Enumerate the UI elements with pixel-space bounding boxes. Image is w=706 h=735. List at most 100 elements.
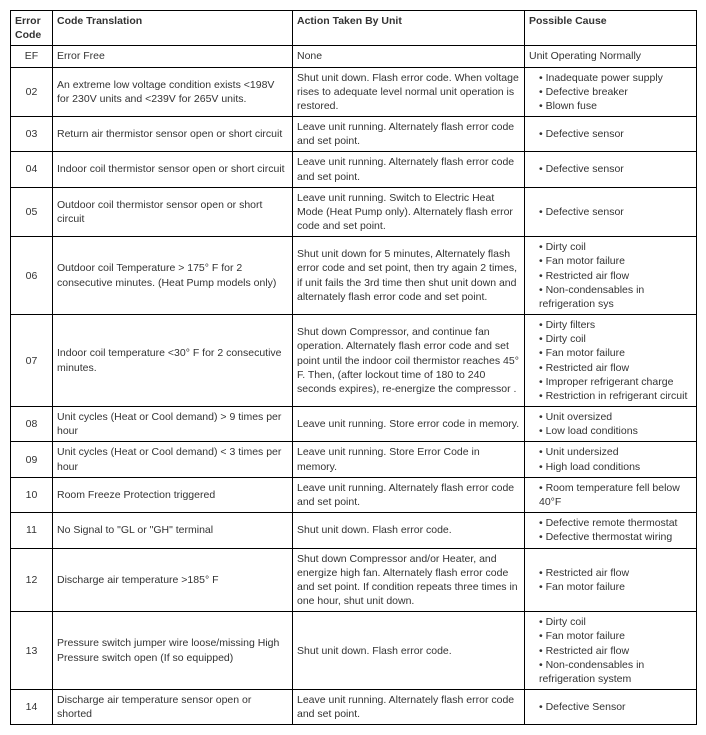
- cell-cause: Defective remote thermostatDefective the…: [525, 513, 697, 548]
- table-body: EFError FreeNoneUnit Operating Normally0…: [11, 46, 697, 725]
- cell-translation: Outdoor coil thermistor sensor open or s…: [53, 187, 293, 237]
- table-row: 04Indoor coil thermistor sensor open or …: [11, 152, 697, 187]
- cell-translation: Indoor coil thermistor sensor open or sh…: [53, 152, 293, 187]
- cause-item: Defective thermostat wiring: [539, 530, 692, 544]
- cell-code: 07: [11, 315, 53, 407]
- cell-cause: Dirty coilFan motor failureRestricted ai…: [525, 612, 697, 690]
- cause-list: Defective sensor: [529, 162, 692, 176]
- cause-item: Improper refrigerant charge: [539, 375, 692, 389]
- cause-item: Dirty filters: [539, 318, 692, 332]
- cause-list: Dirty coilFan motor failureRestricted ai…: [529, 615, 692, 686]
- cause-list: Unit undersizedHigh load conditions: [529, 445, 692, 473]
- cause-item: Low load conditions: [539, 424, 692, 438]
- cause-item: Unit oversized: [539, 410, 692, 424]
- cell-translation: Error Free: [53, 46, 293, 67]
- table-row: 03Return air thermistor sensor open or s…: [11, 117, 697, 152]
- table-row: 05Outdoor coil thermistor sensor open or…: [11, 187, 697, 237]
- cell-code: EF: [11, 46, 53, 67]
- cell-code: 03: [11, 117, 53, 152]
- table-row: 14Discharge air temperature sensor open …: [11, 690, 697, 725]
- cause-item: Defective sensor: [539, 162, 692, 176]
- cell-action: Shut unit down for 5 minutes, Alternatel…: [293, 237, 525, 315]
- cause-item: Defective Sensor: [539, 700, 692, 714]
- cause-list: Defective sensor: [529, 127, 692, 141]
- table-row: 09Unit cycles (Heat or Cool demand) < 3 …: [11, 442, 697, 477]
- cause-list: Restricted air flowFan motor failure: [529, 566, 692, 594]
- cause-item: Non-condensables in refrigeration sys: [539, 283, 692, 311]
- cell-cause: Defective Sensor: [525, 690, 697, 725]
- cell-code: 08: [11, 407, 53, 442]
- cell-action: Leave unit running. Alternately flash er…: [293, 477, 525, 512]
- cause-item: Restricted air flow: [539, 361, 692, 375]
- cell-translation: Room Freeze Protection triggered: [53, 477, 293, 512]
- cell-code: 13: [11, 612, 53, 690]
- cell-action: Leave unit running. Alternately flash er…: [293, 152, 525, 187]
- cell-code: 06: [11, 237, 53, 315]
- cell-action: Shut down Compressor and/or Heater, and …: [293, 548, 525, 612]
- cause-item: Restricted air flow: [539, 269, 692, 283]
- table-row: 10Room Freeze Protection triggeredLeave …: [11, 477, 697, 512]
- cause-item: Restricted air flow: [539, 644, 692, 658]
- cell-cause: Dirty coilFan motor failureRestricted ai…: [525, 237, 697, 315]
- cell-code: 10: [11, 477, 53, 512]
- table-row: 06Outdoor coil Temperature > 175° F for …: [11, 237, 697, 315]
- cell-action: Leave unit running. Alternately flash er…: [293, 690, 525, 725]
- cell-code: 02: [11, 67, 53, 117]
- table-row: 07Indoor coil temperature <30° F for 2 c…: [11, 315, 697, 407]
- cell-cause: Inadequate power supplyDefective breaker…: [525, 67, 697, 117]
- table-row: 08Unit cycles (Heat or Cool demand) > 9 …: [11, 407, 697, 442]
- cell-translation: Indoor coil temperature <30° F for 2 con…: [53, 315, 293, 407]
- cause-item: Fan motor failure: [539, 346, 692, 360]
- cell-translation: Return air thermistor sensor open or sho…: [53, 117, 293, 152]
- cause-item: Dirty coil: [539, 615, 692, 629]
- table-row: 13Pressure switch jumper wire loose/miss…: [11, 612, 697, 690]
- cause-item: Defective breaker: [539, 85, 692, 99]
- cell-cause: Defective sensor: [525, 187, 697, 237]
- cause-list: Defective Sensor: [529, 700, 692, 714]
- cell-cause: Dirty filtersDirty coilFan motor failure…: [525, 315, 697, 407]
- cell-translation: Unit cycles (Heat or Cool demand) < 3 ti…: [53, 442, 293, 477]
- cell-translation: Unit cycles (Heat or Cool demand) > 9 ti…: [53, 407, 293, 442]
- cause-item: High load conditions: [539, 460, 692, 474]
- cause-item: Defective remote thermostat: [539, 516, 692, 530]
- cause-item: Fan motor failure: [539, 254, 692, 268]
- cell-translation: Pressure switch jumper wire loose/missin…: [53, 612, 293, 690]
- cell-translation: An extreme low voltage condition exists …: [53, 67, 293, 117]
- cell-cause: Defective sensor: [525, 117, 697, 152]
- cause-item: Defective sensor: [539, 127, 692, 141]
- cause-list: Dirty coilFan motor failureRestricted ai…: [529, 240, 692, 311]
- cell-cause: Unit Operating Normally: [525, 46, 697, 67]
- cell-action: Leave unit running. Store Error Code in …: [293, 442, 525, 477]
- cell-translation: No Signal to "GL or "GH" terminal: [53, 513, 293, 548]
- cell-action: Shut unit down. Flash error code.: [293, 513, 525, 548]
- cause-item: Dirty coil: [539, 332, 692, 346]
- cell-code: 11: [11, 513, 53, 548]
- error-code-table: Error Code Code Translation Action Taken…: [10, 10, 697, 725]
- cell-translation: Discharge air temperature >185° F: [53, 548, 293, 612]
- cell-action: Leave unit running. Alternately flash er…: [293, 117, 525, 152]
- header-cause: Possible Cause: [525, 11, 697, 46]
- header-translation: Code Translation: [53, 11, 293, 46]
- table-header-row: Error Code Code Translation Action Taken…: [11, 11, 697, 46]
- table-row: 02An extreme low voltage condition exist…: [11, 67, 697, 117]
- cell-action: Shut unit down. Flash error code. When v…: [293, 67, 525, 117]
- cell-translation: Outdoor coil Temperature > 175° F for 2 …: [53, 237, 293, 315]
- table-row: EFError FreeNoneUnit Operating Normally: [11, 46, 697, 67]
- cause-item: Defective sensor: [539, 205, 692, 219]
- cell-cause: Unit oversizedLow load conditions: [525, 407, 697, 442]
- cell-code: 14: [11, 690, 53, 725]
- cell-cause: Room temperature fell below 40°F: [525, 477, 697, 512]
- cell-code: 05: [11, 187, 53, 237]
- cause-item: Fan motor failure: [539, 580, 692, 594]
- cell-cause: Restricted air flowFan motor failure: [525, 548, 697, 612]
- cell-action: Shut unit down. Flash error code.: [293, 612, 525, 690]
- cause-list: Defective remote thermostatDefective the…: [529, 516, 692, 544]
- cause-item: Non-condensables in refrigeration system: [539, 658, 692, 686]
- cause-item: Room temperature fell below 40°F: [539, 481, 692, 509]
- cell-action: Leave unit running. Store error code in …: [293, 407, 525, 442]
- cell-cause: Defective sensor: [525, 152, 697, 187]
- cause-item: Blown fuse: [539, 99, 692, 113]
- table-row: 12Discharge air temperature >185° FShut …: [11, 548, 697, 612]
- cause-item: Restricted air flow: [539, 566, 692, 580]
- cause-list: Room temperature fell below 40°F: [529, 481, 692, 509]
